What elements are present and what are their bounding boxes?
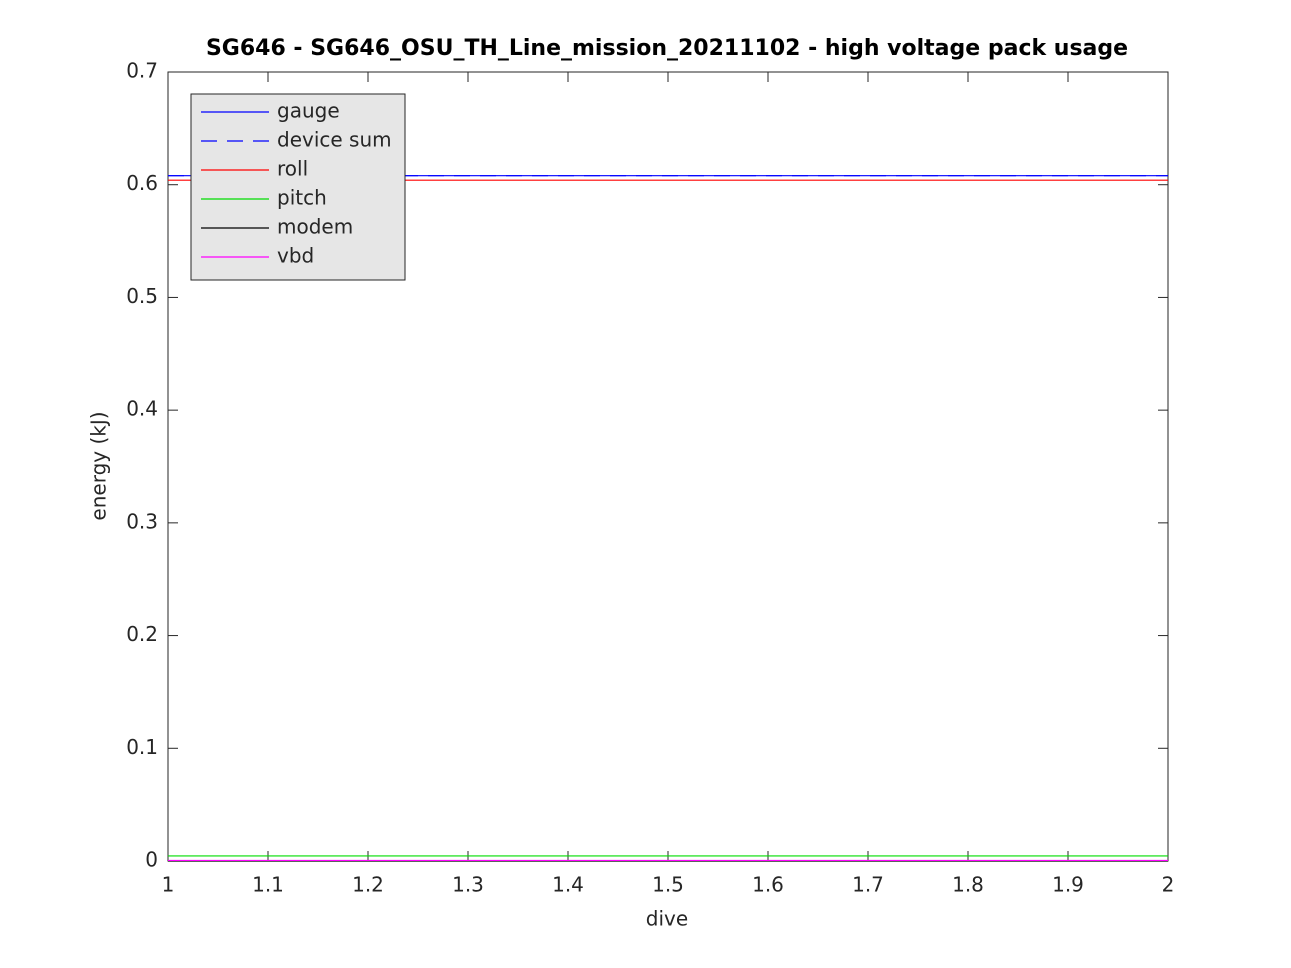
x-tick-label: 1.4 xyxy=(552,873,584,897)
y-tick-label: 0.2 xyxy=(126,622,158,646)
legend-box xyxy=(190,93,406,281)
y-tick-label: 0.7 xyxy=(126,59,158,83)
x-tick-label: 1 xyxy=(162,873,175,897)
legend-label: device sum xyxy=(277,128,392,152)
y-tick-label: 0.4 xyxy=(126,397,158,421)
x-tick-label: 1.1 xyxy=(252,873,284,897)
chart-title: SG646 - SG646_OSU_TH_Line_mission_202111… xyxy=(206,36,1128,61)
x-tick-label: 1.2 xyxy=(352,873,384,897)
legend-label: vbd xyxy=(277,244,314,268)
y-axis-label: energy (kJ) xyxy=(87,411,111,520)
x-axis-label: dive xyxy=(646,907,688,931)
y-tick-label: 0.1 xyxy=(126,735,158,759)
x-tick-label: 1.5 xyxy=(652,873,684,897)
x-tick-label: 1.3 xyxy=(452,873,484,897)
x-tick-label: 2 xyxy=(1162,873,1175,897)
x-tick-label: 1.7 xyxy=(852,873,884,897)
y-tick-label: 0.3 xyxy=(126,509,158,533)
x-tick-label: 1.9 xyxy=(1052,873,1084,897)
legend-label: gauge xyxy=(277,99,340,123)
y-tick-label: 0.5 xyxy=(126,284,158,308)
y-tick-label: 0.6 xyxy=(126,171,158,195)
legend-label: pitch xyxy=(277,186,327,210)
x-tick-label: 1.8 xyxy=(952,873,984,897)
x-tick-label: 1.6 xyxy=(752,873,784,897)
legend-label: modem xyxy=(277,215,353,239)
legend-label: roll xyxy=(277,157,308,181)
y-tick-label: 0 xyxy=(145,848,158,872)
